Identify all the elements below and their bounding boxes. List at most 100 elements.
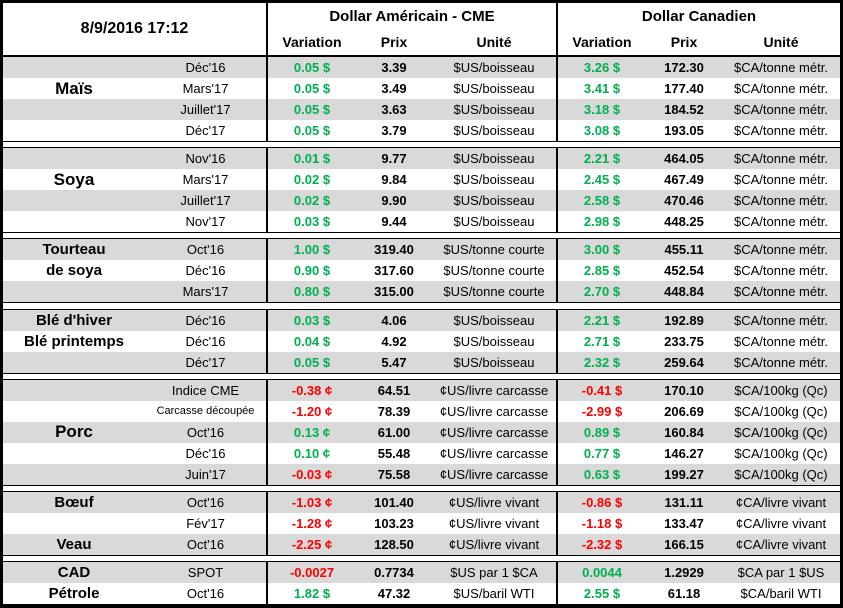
ca-price: 192.89 — [664, 312, 704, 328]
us-values: 0.80 $ 315.00 $US/tonne courte — [268, 281, 558, 303]
us-values: -1.03 ¢ 101.40 ¢US/livre vivant — [268, 491, 558, 513]
us-price: 9.77 — [381, 151, 407, 167]
us-variation: -0.03 ¢ — [291, 466, 333, 482]
us-variation: 0.05 $ — [293, 123, 331, 138]
contract-month: Mars'17 — [182, 284, 229, 300]
us-values: -1.28 ¢ 103.23 ¢US/livre vivant — [268, 512, 558, 534]
ca-price: 131.11 — [664, 494, 704, 510]
us-price-header: Prix — [380, 34, 408, 50]
row-label-block: de soya Déc'16 — [3, 260, 268, 282]
ca-unit: $CA/100kg (Qc) — [734, 445, 828, 461]
ca-variation: 3.41 $ — [583, 81, 621, 96]
us-unit: ¢US/livre vivant — [448, 536, 540, 552]
commodity-label: Soya — [53, 169, 95, 189]
us-price: 61.00 — [377, 424, 411, 440]
us-values: 0.05 $ 3.39 $US/boisseau — [268, 57, 558, 78]
ca-price: 233.75 — [664, 333, 704, 349]
commodity-label: Porc — [55, 422, 93, 442]
ca-unit: $CA/tonne métr. — [734, 172, 828, 188]
ca-price-header: Prix — [670, 34, 698, 50]
table-row: Soya Mars'17 0.02 $ 9.84 $US/boisseau 2.45 $ 4… — [3, 169, 840, 191]
row-label-block: Pétrole Oct'16 — [3, 583, 268, 605]
us-price: 47.32 — [377, 586, 411, 602]
us-unit: ¢US/livre carcasse — [439, 466, 549, 482]
ca-values: 2.71 $ 233.75 $CA/tonne métr. — [558, 331, 840, 352]
us-price: 103.23 — [374, 515, 414, 531]
ca-values: 0.89 $ 160.84 $CA/100kg (Qc) — [558, 422, 840, 443]
ca-column-headers: Variation Prix Unité — [558, 29, 840, 55]
commodity-label: de soya — [46, 262, 102, 280]
ca-price: 467.49 — [664, 172, 704, 188]
table-row: Carcasse découpée -1.20 ¢ 78.39 ¢US/livre c… — [3, 400, 840, 422]
us-unit: ¢US/livre carcasse — [439, 445, 549, 461]
contract-month: Oct'16 — [186, 494, 225, 510]
ca-unit: $CA/tonne métr. — [734, 333, 828, 349]
ca-price: 448.84 — [664, 284, 704, 300]
ca-variation: 2.45 $ — [583, 172, 621, 188]
ca-values: -0.86 $ 131.11 ¢CA/livre vivant — [558, 492, 840, 513]
ca-values: 2.21 $ 464.05 $CA/tonne métr. — [558, 148, 840, 169]
ca-variation: 2.58 $ — [583, 193, 621, 209]
ca-unit: ¢CA/livre vivant — [735, 515, 827, 531]
ca-unit: $CA/tonne métr. — [734, 312, 828, 328]
report-timestamp: 8/9/2016 17:12 — [3, 3, 268, 55]
contract-month: Fév'17 — [186, 515, 225, 531]
ca-unit: $CA/100kg (Qc) — [734, 466, 828, 482]
ca-variation: 3.00 $ — [583, 242, 621, 258]
table-row: Fév'17 -1.28 ¢ 103.23 ¢US/livre vivant -1.18… — [3, 512, 840, 534]
table-row: Juin'17 -0.03 ¢ 75.58 ¢US/livre carcasse 0.6… — [3, 463, 840, 485]
ca-price: 193.05 — [664, 123, 704, 138]
us-variation: -0.38 ¢ — [291, 382, 333, 398]
us-values: 0.10 ¢ 55.48 ¢US/livre carcasse — [268, 442, 558, 464]
commodity-group: Indice CME -0.38 ¢ 64.51 ¢US/livre carcasse… — [3, 378, 840, 486]
us-values: 1.82 $ 47.32 $US/baril WTI — [268, 583, 558, 605]
row-label-block: CAD SPOT — [3, 562, 268, 584]
us-unit: $US/boisseau — [453, 102, 535, 117]
us-variation: 0.05 $ — [293, 102, 331, 117]
us-price: 3.79 — [381, 123, 407, 138]
ca-variation: 0.77 $ — [583, 445, 621, 461]
table-row: Blé d'hiver Déc'16 0.03 $ 4.06 $US/boisseau 2… — [3, 309, 840, 331]
contract-month: Nov'17 — [185, 214, 226, 230]
ca-values: 2.21 $ 192.89 $CA/tonne métr. — [558, 310, 840, 331]
us-unit: $US/boisseau — [453, 123, 535, 138]
ca-variation: 0.63 $ — [583, 466, 621, 482]
ca-variation: 3.26 $ — [583, 60, 621, 75]
us-values: 1.00 $ 319.40 $US/tonne courte — [268, 239, 558, 261]
row-label-block: Déc'16 — [3, 57, 268, 78]
ca-values: 3.08 $ 193.05 $CA/tonne métr. — [558, 120, 840, 141]
us-values: 0.02 $ 9.84 $US/boisseau — [268, 169, 558, 191]
contract-month: Déc'17 — [185, 354, 226, 370]
table-row: CAD SPOT -0.0027 0.7734 $US par 1 $CA 0.0044 1… — [3, 562, 840, 584]
ca-variation: 2.71 $ — [583, 333, 621, 349]
ca-values: 2.85 $ 452.54 $CA/tonne métr. — [558, 260, 840, 281]
contract-month: Oct'16 — [186, 424, 225, 440]
us-price: 0.7734 — [374, 565, 414, 581]
ca-values: 0.0044 1.2929 $CA par 1 $US — [558, 562, 840, 583]
row-label-block: Maïs Mars'17 — [3, 78, 268, 99]
us-values: 0.13 ¢ 61.00 ¢US/livre carcasse — [268, 421, 558, 443]
row-label-block: Blé printemps Déc'16 — [3, 330, 268, 352]
ca-variation: -2.32 $ — [581, 536, 623, 552]
us-price: 315.00 — [374, 284, 414, 300]
ca-variation: 0.0044 — [582, 565, 622, 581]
contract-month: Déc'16 — [185, 312, 226, 328]
row-label-block: Indice CME — [3, 379, 268, 401]
us-unit: $US/boisseau — [453, 151, 535, 167]
ca-price: 455.11 — [664, 242, 704, 258]
us-unit: $US/boisseau — [453, 172, 535, 188]
ca-unit: $CA/tonne métr. — [734, 60, 828, 75]
ca-values: -1.18 $ 133.47 ¢CA/livre vivant — [558, 513, 840, 534]
us-unit: $US par 1 $CA — [450, 565, 538, 581]
ca-values: 2.70 $ 448.84 $CA/tonne métr. — [558, 281, 840, 302]
group-separator — [3, 373, 840, 379]
us-variation: -1.20 ¢ — [291, 403, 333, 419]
ca-variation: 0.89 $ — [583, 424, 621, 440]
us-unit: ¢US/livre carcasse — [439, 382, 549, 398]
group-separator — [3, 485, 840, 491]
us-section-title: Dollar Américain - CME — [329, 7, 495, 25]
us-unit: ¢US/livre carcasse — [439, 403, 549, 419]
ca-unit: $CA/tonne métr. — [734, 123, 828, 138]
us-variation: 0.05 $ — [293, 81, 331, 96]
contract-month: Mars'17 — [182, 81, 229, 96]
